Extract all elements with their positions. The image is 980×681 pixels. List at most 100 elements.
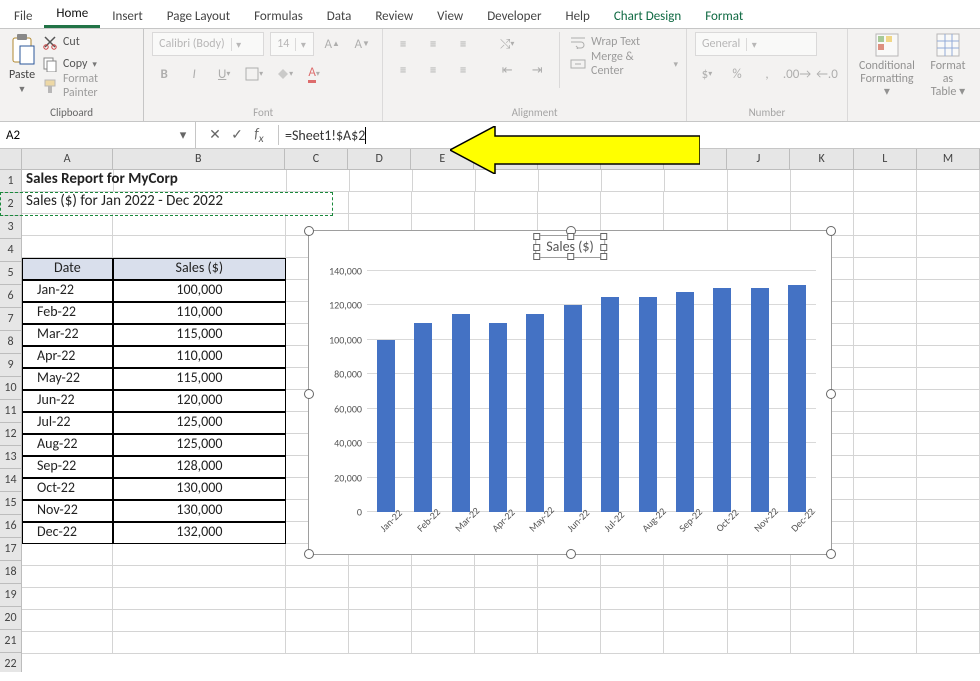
increase-decimal-button[interactable]: .00→ <box>785 62 809 86</box>
cell-H22[interactable] <box>601 632 664 654</box>
cell-L14[interactable] <box>854 456 917 478</box>
cell-L12[interactable] <box>854 412 917 434</box>
cell-G22[interactable] <box>538 632 601 654</box>
name-box[interactable]: ▾ <box>0 122 196 148</box>
cell-H2[interactable] <box>601 192 664 214</box>
cell-J20[interactable] <box>728 588 791 610</box>
cell-E20[interactable] <box>412 588 475 610</box>
row-header-9[interactable]: 9 <box>0 354 22 377</box>
cell-L3[interactable] <box>854 214 917 236</box>
orientation-button[interactable]: ⤭▾ <box>495 32 519 56</box>
cell-F22[interactable] <box>475 632 538 654</box>
fx-button[interactable]: fx <box>248 125 270 146</box>
cell-L9[interactable] <box>854 346 917 368</box>
row-header-16[interactable]: 16 <box>0 515 22 538</box>
cell-A3[interactable] <box>22 214 113 236</box>
row-header-21[interactable]: 21 <box>0 630 22 653</box>
increase-indent-button[interactable]: ⇥ <box>525 58 549 82</box>
cell-E22[interactable] <box>412 632 475 654</box>
cell-M13[interactable] <box>917 434 980 456</box>
cell-B11[interactable]: 120,000 <box>113 390 286 412</box>
accept-formula-button[interactable]: ✓ <box>226 126 248 143</box>
cell-D2[interactable] <box>349 192 412 214</box>
cell-B6[interactable]: 100,000 <box>113 280 286 302</box>
chart-bar[interactable] <box>639 297 657 512</box>
cell-K22[interactable] <box>791 632 854 654</box>
cell-M7[interactable] <box>917 302 980 324</box>
cell-A19[interactable] <box>22 566 113 588</box>
tab-format[interactable]: Format <box>693 5 755 28</box>
cell-B12[interactable]: 125,000 <box>113 412 286 434</box>
row-header-19[interactable]: 19 <box>0 584 22 607</box>
cell-L4[interactable] <box>854 236 917 258</box>
cell-M8[interactable] <box>917 324 980 346</box>
resize-handle-e[interactable] <box>826 389 836 399</box>
col-header-J[interactable]: J <box>727 149 790 169</box>
cell-C22[interactable] <box>286 632 349 654</box>
row-header-20[interactable]: 20 <box>0 607 22 630</box>
chart-object[interactable]: Sales ($) 020,00040,00060,00080,000100,0… <box>308 230 832 555</box>
cell-L6[interactable] <box>854 280 917 302</box>
chart-bar[interactable] <box>713 288 731 512</box>
cell-K2[interactable] <box>791 192 854 214</box>
tab-home[interactable]: Home <box>44 2 100 28</box>
cell-K21[interactable] <box>791 610 854 632</box>
chart-bar[interactable] <box>377 340 395 512</box>
chart-bar[interactable] <box>452 314 470 512</box>
cell-M11[interactable] <box>917 390 980 412</box>
align-right-button[interactable]: ≡ <box>451 58 475 82</box>
cell-L20[interactable] <box>854 588 917 610</box>
cell-M18[interactable] <box>917 544 980 566</box>
cell-I21[interactable] <box>664 610 727 632</box>
cell-H21[interactable] <box>601 610 664 632</box>
row-header-2[interactable]: 2 <box>0 193 22 216</box>
shrink-font-button[interactable]: A▼ <box>350 32 374 56</box>
tab-review[interactable]: Review <box>363 5 425 28</box>
format-painter-button[interactable]: Format Painter <box>42 76 135 96</box>
cell-I2[interactable] <box>664 192 727 214</box>
chart-bar[interactable] <box>526 314 544 512</box>
bold-button[interactable]: B <box>152 62 176 86</box>
cell-L10[interactable] <box>854 368 917 390</box>
cell-M2[interactable] <box>917 192 980 214</box>
cell-B14[interactable]: 128,000 <box>113 456 286 478</box>
comma-button[interactable]: , <box>755 62 779 86</box>
cell-L8[interactable] <box>854 324 917 346</box>
cell-L17[interactable] <box>854 522 917 544</box>
font-color-button[interactable]: A▾ <box>302 62 326 86</box>
row-header-14[interactable]: 14 <box>0 469 22 492</box>
col-header-L[interactable]: L <box>854 149 917 169</box>
cell-J2[interactable] <box>728 192 791 214</box>
cell-B4[interactable] <box>113 236 286 258</box>
cell-A1[interactable]: Sales Report for MyCorp <box>22 170 114 192</box>
cell-L5[interactable] <box>854 258 917 280</box>
cell-G21[interactable] <box>538 610 601 632</box>
number-format-dropdown[interactable]: General▾ <box>695 32 817 56</box>
cell-M5[interactable] <box>917 258 980 280</box>
col-header-C[interactable]: C <box>285 149 348 169</box>
chart-plot-area[interactable]: 020,00040,00060,00080,000100,000120,0001… <box>367 271 816 512</box>
cell-B21[interactable] <box>113 610 286 632</box>
cell-I19[interactable] <box>664 566 727 588</box>
cell-A10[interactable]: May-22 <box>22 368 113 390</box>
row-header-15[interactable]: 15 <box>0 492 22 515</box>
decrease-indent-button[interactable]: ⇤ <box>495 58 519 82</box>
cell-A16[interactable]: Nov-22 <box>22 500 113 522</box>
row-header-22[interactable]: 22 <box>0 653 22 672</box>
row-header-17[interactable]: 17 <box>0 538 22 561</box>
row-header-3[interactable]: 3 <box>0 216 22 239</box>
cell-A12[interactable]: Jul-22 <box>22 412 113 434</box>
percent-button[interactable]: % <box>725 62 749 86</box>
cell-A6[interactable]: Jan-22 <box>22 280 113 302</box>
align-top-button[interactable]: ≡ <box>391 32 415 56</box>
tab-file[interactable]: File <box>2 5 44 28</box>
cell-M21[interactable] <box>917 610 980 632</box>
cell-B3[interactable] <box>113 214 286 236</box>
font-name-dropdown[interactable]: Calibri (Body)▾ <box>152 32 264 56</box>
tab-chart-design[interactable]: Chart Design <box>602 5 693 28</box>
cell-B20[interactable] <box>113 588 286 610</box>
cell-M9[interactable] <box>917 346 980 368</box>
cell-M12[interactable] <box>917 412 980 434</box>
cell-B1[interactable] <box>114 170 287 192</box>
font-size-dropdown[interactable]: 14▾ <box>270 32 314 56</box>
